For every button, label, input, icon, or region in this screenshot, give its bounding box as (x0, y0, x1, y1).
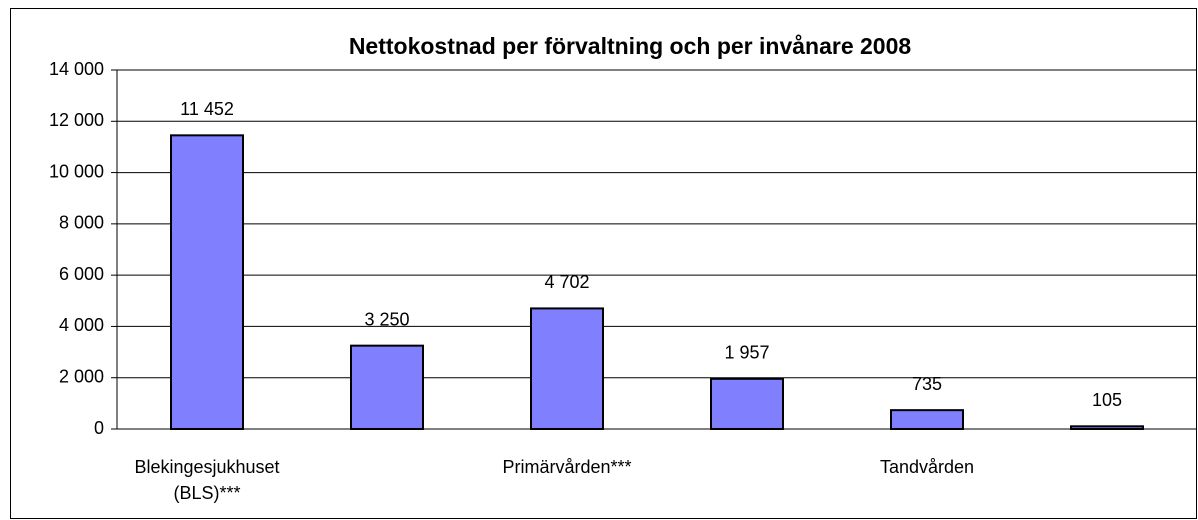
value-label: 4 702 (544, 272, 589, 292)
y-tick-label: 4 000 (59, 315, 104, 335)
y-tick-label: 10 000 (49, 161, 104, 181)
value-label: 105 (1092, 390, 1122, 410)
value-label: 735 (912, 374, 942, 394)
y-tick-label: 8 000 (59, 213, 104, 233)
value-label: 1 957 (724, 343, 769, 363)
x-tick-label: Primärvården*** (502, 457, 632, 477)
value-label: 11 452 (180, 99, 234, 119)
chart-title: Nettokostnad per förvaltning och per inv… (349, 33, 912, 59)
y-tick-label: 6 000 (59, 264, 104, 284)
bar (1070, 425, 1144, 430)
bar (350, 344, 424, 430)
bar (890, 409, 964, 430)
y-tick-label: 12 000 (49, 110, 104, 130)
bar (170, 134, 244, 430)
y-tick-label: 14 000 (49, 59, 104, 79)
x-tick-label: Blekingesjukhuset (BLS)*** (134, 457, 280, 503)
bar (530, 307, 604, 430)
bar (710, 377, 784, 430)
value-label: 3 250 (364, 309, 409, 329)
y-tick-label: 0 (94, 418, 104, 438)
y-tick-label: 2 000 (59, 366, 104, 386)
x-tick-label: Tandvården (879, 457, 975, 477)
